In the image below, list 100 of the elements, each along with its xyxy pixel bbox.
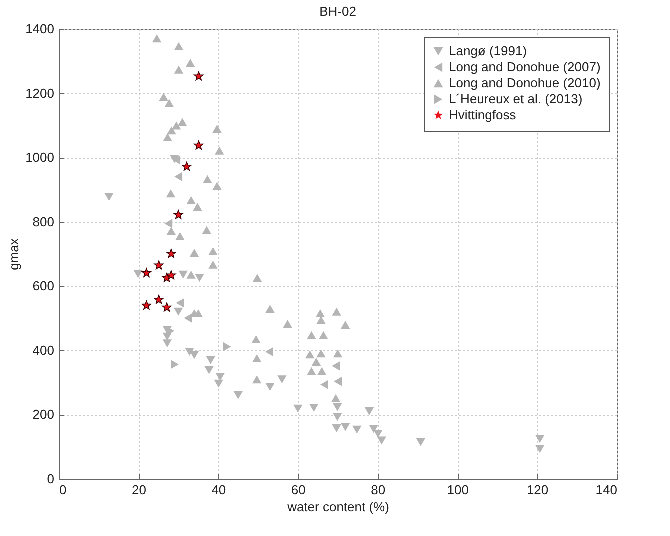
point [194,72,204,81]
point [204,366,214,374]
point [333,350,343,358]
point [174,42,184,50]
point [162,302,172,312]
point [164,219,173,228]
point [104,193,114,202]
legend-label: Long and Donohue (2010) [449,76,601,90]
point [186,270,196,279]
point [172,122,182,130]
point [252,274,262,282]
point [163,133,172,142]
point [202,226,212,234]
legend-label: Hvittingfoss [449,108,517,122]
point [340,321,350,330]
point [142,268,152,278]
point [170,360,179,370]
point [252,354,262,362]
y-tick-label: 1400 [26,22,54,36]
point [316,309,326,318]
x-tick-label: 40 [212,482,226,498]
point [535,445,545,454]
point [206,356,216,364]
point [142,300,152,310]
point [182,162,192,172]
point [332,424,342,433]
chart-title: BH-02 [320,4,356,19]
point [185,348,194,356]
point [134,270,143,278]
point [309,404,319,412]
point [307,367,316,376]
y-axis-title: gmax [6,238,22,270]
y-tick-label: 600 [32,278,54,294]
x-tick-label: 80 [371,482,386,498]
y-tick-label: 800 [32,214,54,230]
point [178,118,188,126]
point [416,438,426,446]
point [208,260,218,269]
point [167,126,176,135]
point [332,403,342,412]
point [162,340,172,348]
y-tick-label: 1200 [26,86,54,101]
point [364,408,374,416]
y-tick-label: 0 [47,472,54,486]
point [216,373,226,382]
y-tick-label: 400 [32,342,54,358]
point [215,146,224,155]
point [234,391,243,400]
point [159,93,168,102]
point [194,140,204,150]
point [307,331,316,340]
x-tick-label: 0 [60,482,67,498]
point [212,124,222,133]
point [294,404,303,413]
point [174,308,184,316]
point [316,350,326,358]
point [214,380,224,388]
point [166,270,176,280]
point [252,336,261,344]
point [331,394,341,402]
point [152,34,162,43]
point [203,175,212,184]
point [176,232,185,240]
point [334,376,342,386]
point [374,430,383,438]
point [332,308,342,316]
point [193,203,202,212]
point [190,249,200,258]
point [252,376,262,384]
point [178,270,188,279]
point [319,331,328,340]
point [340,423,350,432]
point [223,342,232,352]
y-tick-label: 1000 [26,150,54,166]
point [174,172,183,182]
point [369,425,378,434]
point [266,304,275,313]
point [320,380,328,390]
x-tick-label: 120 [526,482,549,498]
point [164,99,174,108]
legend-label: L´Heureux et al. (2013) [449,92,583,106]
point [166,190,176,198]
x-tick-label: 140 [596,482,618,498]
point [278,376,287,384]
point [172,156,181,165]
point [154,260,164,270]
point [377,436,386,445]
point [154,294,164,304]
point [265,347,274,357]
point [166,227,176,236]
x-tick-label: 60 [291,482,306,498]
point [208,247,218,256]
point [212,182,222,190]
point [332,413,342,422]
point [195,274,204,282]
point [535,435,545,444]
point [166,248,176,258]
point [312,358,322,366]
point [190,351,200,360]
x-tick-label: 100 [447,482,469,498]
